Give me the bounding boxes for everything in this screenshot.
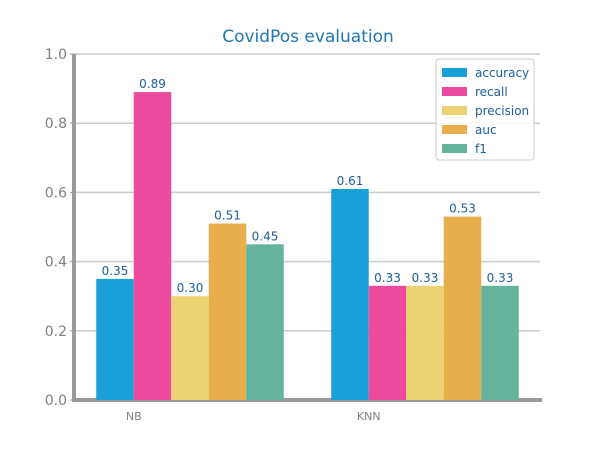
y-tick-label: 1.0 xyxy=(45,47,67,63)
legend-swatch-precision xyxy=(442,106,467,115)
bar-accuracy-nb xyxy=(96,278,134,400)
bar-recall-nb xyxy=(133,92,172,400)
y-tick-label: 0.8 xyxy=(45,116,67,132)
bar-precision-knn xyxy=(406,285,444,400)
data-label-f1-knn: 0.33 xyxy=(487,271,514,285)
chart-title: CovidPos evaluation xyxy=(222,27,394,47)
legend: accuracy recall precision auc f1 xyxy=(435,58,535,161)
bar-accuracy-knn xyxy=(331,188,369,400)
data-label-precision-knn: 0.33 xyxy=(412,271,439,285)
data-labels: 0.35 0.89 0.30 0.51 0.45 0.61 0.33 0.33 0.53 0.33 xyxy=(102,77,514,295)
data-label-auc-knn: 0.53 xyxy=(449,202,476,216)
data-label-recall-knn: 0.33 xyxy=(374,271,401,285)
bar-precision-nb xyxy=(171,296,209,400)
legend-swatch-accuracy xyxy=(442,68,467,77)
x-tick-label: NB xyxy=(126,410,142,423)
data-label-auc-nb: 0.51 xyxy=(214,209,241,223)
legend-swatch-auc xyxy=(442,125,467,134)
y-tick-label: 0.4 xyxy=(45,255,67,271)
bar-f1-knn xyxy=(481,285,519,400)
y-tick-label: 0.0 xyxy=(45,393,67,409)
data-label-accuracy-knn: 0.61 xyxy=(337,174,364,188)
legend-label-auc: auc xyxy=(475,123,497,137)
legend-label-accuracy: accuracy xyxy=(475,66,529,80)
legend-label-recall: recall xyxy=(475,85,508,99)
legend-box xyxy=(435,58,535,161)
y-tick-label: 0.2 xyxy=(45,324,67,340)
legend-label-f1: f1 xyxy=(475,142,487,156)
bar-recall-knn xyxy=(368,285,407,400)
data-label-recall-nb: 0.89 xyxy=(139,77,166,91)
legend-label-precision: precision xyxy=(475,104,529,118)
bar-f1-nb xyxy=(246,244,284,400)
x-tick-label: KNN xyxy=(357,410,381,423)
data-label-precision-nb: 0.30 xyxy=(177,281,204,295)
y-tick-label: 0.6 xyxy=(45,185,67,201)
legend-swatch-f1 xyxy=(442,144,467,153)
bars xyxy=(96,92,519,400)
bar-auc-knn xyxy=(443,216,482,400)
data-label-accuracy-nb: 0.35 xyxy=(102,264,129,278)
data-label-f1-nb: 0.45 xyxy=(252,229,279,243)
legend-swatch-recall xyxy=(442,87,467,96)
bar-auc-nb xyxy=(208,223,247,400)
